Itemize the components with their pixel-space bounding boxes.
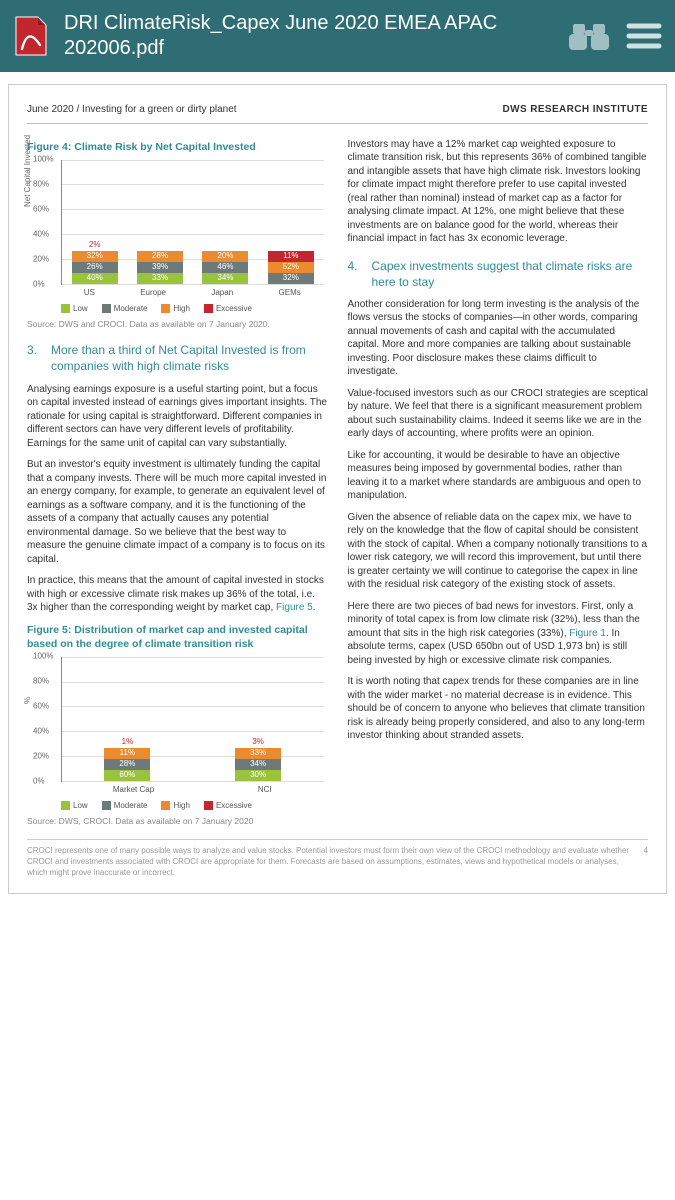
right-p6: Here there are two pieces of bad news fo… bbox=[348, 600, 649, 668]
footer-disclaimer: CROCI represents one of many possible wa… bbox=[27, 846, 632, 878]
right-p2: Another consideration for long term inve… bbox=[348, 298, 649, 379]
figure5-title: Figure 5: Distribution of market cap and… bbox=[27, 623, 328, 651]
right-column: Investors may have a 12% market cap weig… bbox=[348, 138, 649, 828]
page-content: June 2020 / Investing for a green or dir… bbox=[8, 84, 667, 894]
header-left: June 2020 / Investing for a green or dir… bbox=[27, 103, 237, 117]
figure1-link[interactable]: Figure 1 bbox=[569, 628, 606, 639]
section4-number: 4. bbox=[348, 258, 362, 290]
section4-title: Capex investments suggest that climate r… bbox=[372, 258, 649, 290]
page-viewport[interactable]: June 2020 / Investing for a green or dir… bbox=[0, 72, 675, 902]
right-p3: Value-focused investors such as our CROC… bbox=[348, 387, 649, 441]
figure5-link[interactable]: Figure 5 bbox=[276, 602, 313, 613]
section3-p3: In practice, this means that the amount … bbox=[27, 574, 328, 615]
section3-heading: 3. More than a third of Net Capital Inve… bbox=[27, 342, 328, 374]
right-p1: Investors may have a 12% market cap weig… bbox=[348, 138, 649, 246]
left-column: Figure 4: Climate Risk by Net Capital In… bbox=[27, 138, 328, 828]
page-number: 4 bbox=[644, 846, 648, 878]
section3-title: More than a third of Net Capital Investe… bbox=[51, 342, 328, 374]
figure4-title: Figure 4: Climate Risk by Net Capital In… bbox=[27, 140, 328, 154]
binoculars-icon[interactable] bbox=[567, 18, 611, 54]
right-p7: It is worth noting that capex trends for… bbox=[348, 675, 649, 743]
figure5-chart: 60%28%11%1%30%34%33%3%%0%20%40%60%80%100… bbox=[27, 657, 328, 812]
right-p5: Given the absence of reliable data on th… bbox=[348, 511, 649, 592]
section3-p1: Analysing earnings exposure is a useful … bbox=[27, 383, 328, 451]
pdf-icon bbox=[12, 15, 50, 57]
figure4-chart: 40%26%32%2%33%39%28%34%46%20%5%32%52%11%… bbox=[27, 160, 328, 315]
page-footer: CROCI represents one of many possible wa… bbox=[27, 839, 648, 878]
section4-heading: 4. Capex investments suggest that climat… bbox=[348, 258, 649, 290]
menu-icon[interactable] bbox=[625, 20, 663, 52]
figure4-source: Source: DWS and CROCI. Data as available… bbox=[27, 319, 328, 330]
section3-p2: But an investor's equity investment is u… bbox=[27, 458, 328, 566]
right-p4: Like for accounting, it would be desirab… bbox=[348, 449, 649, 503]
figure5-source: Source: DWS, CROCI. Data as available on… bbox=[27, 816, 328, 827]
pdf-reader-toolbar: DRI ClimateRisk_Capex June 2020 EMEA APA… bbox=[0, 0, 675, 72]
section3-number: 3. bbox=[27, 342, 41, 374]
running-header: June 2020 / Investing for a green or dir… bbox=[27, 103, 648, 124]
header-right: DWS RESEARCH INSTITUTE bbox=[503, 103, 648, 117]
document-title: DRI ClimateRisk_Capex June 2020 EMEA APA… bbox=[64, 11, 553, 61]
